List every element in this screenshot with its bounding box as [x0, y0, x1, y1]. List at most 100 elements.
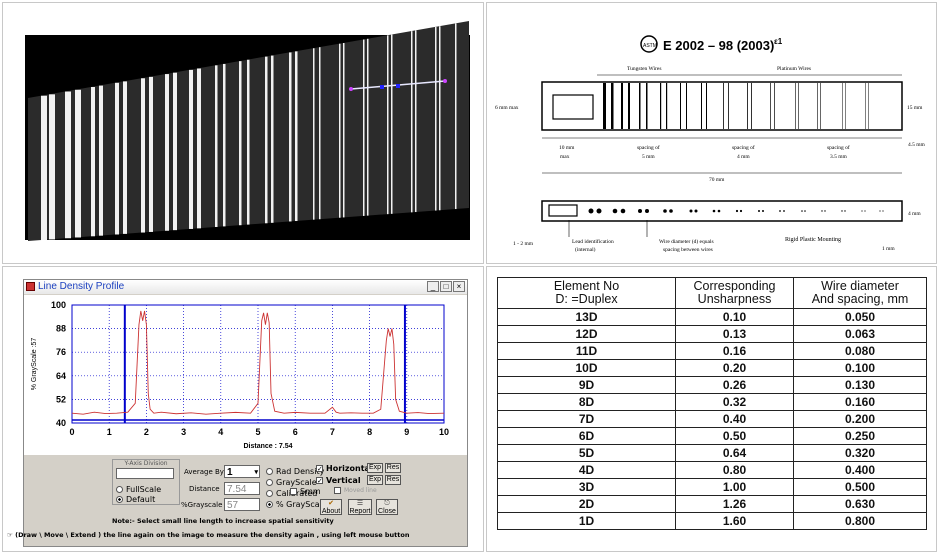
- diagram-wire: [686, 83, 687, 129]
- table-cell: 2D: [497, 495, 676, 513]
- diagram-wire: [621, 83, 623, 129]
- diagram-dot: [758, 210, 760, 212]
- about-button[interactable]: ✔ About: [320, 499, 342, 515]
- diagram-wire: [628, 83, 630, 129]
- exp-button-1[interactable]: Exp: [367, 463, 383, 473]
- diagram-wire: [751, 83, 752, 129]
- svg-text:4 mm: 4 mm: [908, 211, 921, 217]
- diagram-dot: [596, 208, 602, 214]
- diagram-wire: [660, 83, 662, 129]
- table-cell: 0.20: [675, 359, 794, 377]
- diagram-dot: [739, 209, 743, 213]
- fullscale-radio[interactable]: FullScale: [116, 485, 161, 494]
- vertical-checkbox[interactable]: ✓ Vertical: [316, 476, 361, 485]
- close-icon[interactable]: ×: [453, 281, 465, 292]
- diagram-dot: [879, 210, 881, 212]
- x-tick-label: 4: [218, 427, 223, 437]
- diagram-dot: [824, 210, 826, 212]
- res-button-1[interactable]: Res: [385, 463, 401, 473]
- table-cell: 0.250: [793, 427, 927, 445]
- distance-field[interactable]: 7.54: [224, 482, 260, 495]
- average-by-label: Average By: [184, 468, 224, 476]
- table-cell: 0.320: [793, 444, 927, 462]
- diagram-wire: [603, 83, 606, 129]
- x-tick-label: 3: [181, 427, 186, 437]
- table-row: 10D 0.20 0.100: [497, 359, 927, 377]
- diagram-wire: [817, 83, 818, 129]
- wire-line: [455, 23, 457, 210]
- svg-text:max: max: [560, 154, 570, 160]
- exp-button-2[interactable]: Exp: [367, 475, 383, 485]
- density-window: Line Density Profile _ □ × 40 52 64 76 88 100…: [23, 279, 468, 547]
- table-cell: 0.200: [793, 410, 927, 428]
- x-tick-label: 5: [255, 427, 260, 437]
- wire-line: [49, 94, 55, 240]
- svg-text:1 mm: 1 mm: [882, 246, 895, 252]
- smm-checkbox[interactable]: Smm: [290, 487, 321, 496]
- radiograph-image[interactable]: [3, 3, 483, 263]
- table-cell: 12D: [497, 325, 676, 343]
- header-unsharpness: Corresponding Unsharpness: [675, 277, 794, 309]
- astm-logo-icon: [640, 35, 658, 53]
- wire-table: Element No D: =Duplex Corresponding Unshar…: [497, 277, 927, 530]
- yaxis-group: Y-Axis Division: [112, 459, 180, 505]
- svg-text:10 mm: 10 mm: [559, 145, 575, 151]
- rad-density-radio[interactable]: Rad Density: [266, 467, 324, 476]
- y-tick-label: 100: [51, 300, 66, 310]
- svg-text:ε1: ε1: [774, 37, 783, 46]
- diagram-wire: [868, 83, 869, 129]
- y-tick-label: 76: [56, 347, 66, 357]
- y-tick-label: 88: [56, 324, 66, 334]
- res-button-2[interactable]: Res: [385, 475, 401, 485]
- table-cell: 0.16: [675, 342, 794, 360]
- astm-diagram: ASTM E 2002 – 98 (2003) ε1 Tungsten Wire…: [495, 35, 926, 253]
- diagram-wire: [865, 83, 866, 129]
- table-cell: 0.64: [675, 444, 794, 462]
- grayscale-field[interactable]: 57: [224, 498, 260, 511]
- table-cell: 1D: [497, 512, 676, 530]
- wire-line: [313, 48, 315, 220]
- wire-line: [295, 51, 298, 222]
- maximize-button[interactable]: □: [440, 281, 452, 292]
- wire-line: [149, 76, 153, 232]
- table-cell: 0.050: [793, 308, 927, 326]
- window-titlebar[interactable]: Line Density Profile _ □ ×: [24, 280, 467, 294]
- diagram-dot: [841, 210, 843, 212]
- svg-text:4 mm: 4 mm: [737, 154, 750, 160]
- x-tick-label: 6: [293, 427, 298, 437]
- density-chart[interactable]: 40 52 64 76 88 100 0 1 2 3 4 5 6 7 8 9 10 % GrayScale :57…: [24, 295, 467, 455]
- yaxis-input[interactable]: [116, 468, 174, 479]
- wire-line: [215, 65, 218, 228]
- average-by-select[interactable]: 1 ▾: [224, 465, 260, 478]
- minimize-button[interactable]: _: [427, 281, 439, 292]
- default-radio[interactable]: Default: [116, 495, 155, 504]
- svg-text:15 mm: 15 mm: [907, 105, 923, 111]
- diagram-dot: [645, 209, 649, 213]
- wire-line: [265, 56, 268, 224]
- wire-line: [239, 61, 242, 226]
- table-cell: 0.080: [793, 342, 927, 360]
- wire-line: [115, 82, 119, 235]
- diagram-wire: [774, 83, 775, 129]
- svg-text:Wire diameter (d) equals: Wire diameter (d) equals: [659, 238, 714, 245]
- horizontal-checkbox[interactable]: ✓ Horizontal: [316, 464, 373, 473]
- report-button[interactable]: ☰ Report: [348, 499, 372, 515]
- moved-line-checkbox[interactable]: Moved line: [334, 487, 377, 494]
- status-bar: ☞ (Draw \ Move \ Extend ) the line again…: [7, 531, 410, 539]
- diagram-wire: [680, 83, 681, 129]
- diagram-dot: [612, 208, 618, 214]
- diagram-dot: [762, 210, 764, 212]
- diagram-dot: [882, 210, 884, 212]
- diagram-dot: [620, 208, 626, 214]
- distance-label: Distance: [189, 485, 220, 493]
- table-cell: 0.32: [675, 393, 794, 411]
- pct-grayscale-radio[interactable]: % GrayScale: [266, 500, 327, 509]
- close-button[interactable]: ⎋ Close: [376, 499, 398, 515]
- diagram-dot: [779, 210, 781, 212]
- table-cell: 1.00: [675, 478, 794, 496]
- grayscale-radio[interactable]: GrayScale: [266, 478, 317, 487]
- table-cell: 1.60: [675, 512, 794, 530]
- diagram-wire: [723, 83, 724, 129]
- diagram-dot: [861, 210, 863, 212]
- table-row: 2D 1.26 0.630: [497, 495, 927, 513]
